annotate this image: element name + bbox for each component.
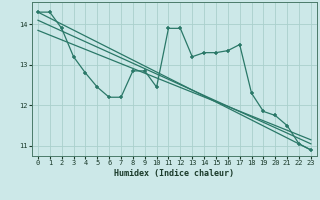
X-axis label: Humidex (Indice chaleur): Humidex (Indice chaleur) xyxy=(115,169,234,178)
